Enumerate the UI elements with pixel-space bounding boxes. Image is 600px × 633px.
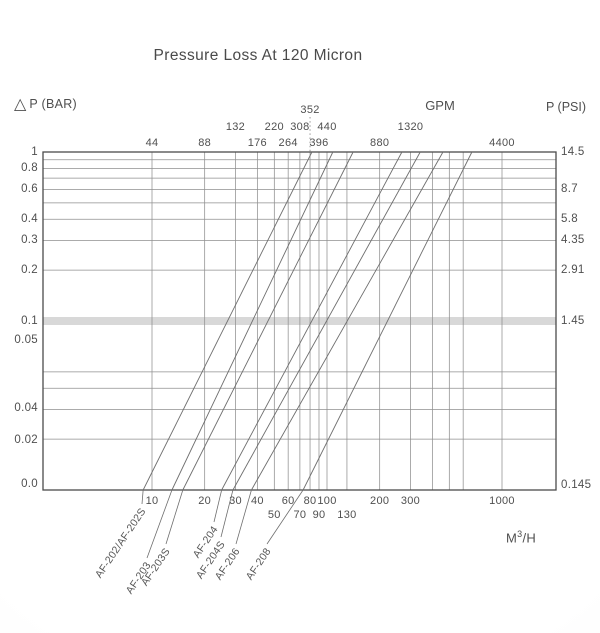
x-bottom-tick-20: 20 <box>198 495 212 507</box>
left-axis-title-text: P (BAR) <box>29 97 78 111</box>
x-bottom-tick-200: 200 <box>370 495 390 507</box>
curve-AF-208 <box>302 151 473 491</box>
bottom-axis-unit-sup: 3 <box>517 529 523 539</box>
x-top-tick-396: 396 <box>309 136 329 149</box>
y-right-tick-1.45: 1.45 <box>561 314 585 327</box>
x-bottom-tick-50: 50 <box>267 508 281 521</box>
left-axis-title: △ P (BAR) <box>14 96 77 113</box>
x-top-tick-440: 440 <box>317 120 337 133</box>
x-top-tick-4400: 4400 <box>489 136 515 149</box>
x-bottom-tick-130: 130 <box>337 508 357 521</box>
x-bottom-tick-60: 60 <box>281 495 295 507</box>
curve-AF-202/AF-202S <box>142 151 313 491</box>
highlight-band-0-1-bar <box>43 317 556 325</box>
curve-label-AF-208: AF-208 <box>244 546 274 583</box>
x-top-tick-264: 264 <box>278 136 298 149</box>
y-left-tick-0.04: 0.04 <box>14 401 38 414</box>
curve-AF-204S <box>232 151 421 491</box>
curve-AF-203 <box>171 151 334 491</box>
y-right-tick-0.145: 0.145 <box>561 478 592 491</box>
y-left-tick-0.6: 0.6 <box>21 182 38 195</box>
top-axis-title-gpm: GPM <box>425 98 455 113</box>
bottom-axis-unit: M3/H <box>506 529 536 545</box>
delta-symbol: △ <box>14 96 27 113</box>
plot-border <box>42 151 557 491</box>
x-bottom-tick-90: 90 <box>312 508 326 521</box>
y-right-tick-5.8: 5.8 <box>561 212 578 225</box>
y-left-tick-1: 1 <box>31 145 38 158</box>
curve-AF-203S <box>182 151 354 491</box>
y-right-tick-2.91: 2.91 <box>561 263 585 276</box>
x-top-tick-1320: 1320 <box>397 120 424 133</box>
x-bottom-tick-10: 10 <box>145 495 159 507</box>
curve-leader-AF-206 <box>235 489 252 545</box>
x-top-tick-352: 352 <box>300 104 320 116</box>
curve-leader-AF-203 <box>146 489 173 559</box>
x-bottom-tick-1000: 1000 <box>489 495 515 507</box>
y-left-tick-0.3: 0.3 <box>21 233 38 246</box>
curve-leader-AF-202/AF-202S <box>141 489 144 505</box>
y-left-tick-0.0: 0.0 <box>21 477 38 490</box>
x-top-tick-220: 220 <box>264 120 284 133</box>
y-right-tick-4.35: 4.35 <box>561 233 585 246</box>
curve-leader-AF-203S <box>165 489 184 545</box>
curve-leader-AF-204 <box>213 489 223 523</box>
x-top-tick-88: 88 <box>198 136 212 149</box>
y-left-tick-0.05: 0.05 <box>14 334 38 347</box>
bottom-axis-unit-rest: /H <box>522 530 537 546</box>
x-bottom-tick-30: 30 <box>229 495 242 507</box>
x-top-tick-176: 176 <box>247 136 267 149</box>
x-bottom-tick-100: 100 <box>317 495 337 507</box>
y-left-tick-0.02: 0.02 <box>14 433 38 446</box>
x-top-tick-880: 880 <box>370 136 390 149</box>
chart-title: Pressure Loss At 120 Micron <box>153 47 363 64</box>
bottom-axis-unit-base: M <box>506 530 518 546</box>
curve-AF-206 <box>251 151 444 491</box>
x-top-tick-308: 308 <box>290 120 310 133</box>
y-left-tick-0.8: 0.8 <box>21 161 38 174</box>
y-left-tick-0.2: 0.2 <box>21 263 38 276</box>
x-top-tick-44: 44 <box>145 136 159 149</box>
curve-leader-AF-204S <box>220 489 234 538</box>
y-left-tick-0.1: 0.1 <box>21 314 38 327</box>
x-bottom-tick-300: 300 <box>400 495 421 507</box>
x-bottom-tick-70: 70 <box>293 508 307 521</box>
y-right-tick-14.5: 14.5 <box>561 145 585 158</box>
curve-leader-AF-208 <box>266 489 304 545</box>
y-left-tick-0.4: 0.4 <box>21 212 38 225</box>
curve-AF-204 <box>221 151 403 491</box>
x-bottom-tick-80: 80 <box>303 495 317 507</box>
y-right-tick-8.7: 8.7 <box>561 182 578 195</box>
right-axis-title-psi: P (PSI) <box>545 100 587 114</box>
x-bottom-tick-40: 40 <box>250 495 264 507</box>
x-top-tick-132: 132 <box>225 120 246 133</box>
